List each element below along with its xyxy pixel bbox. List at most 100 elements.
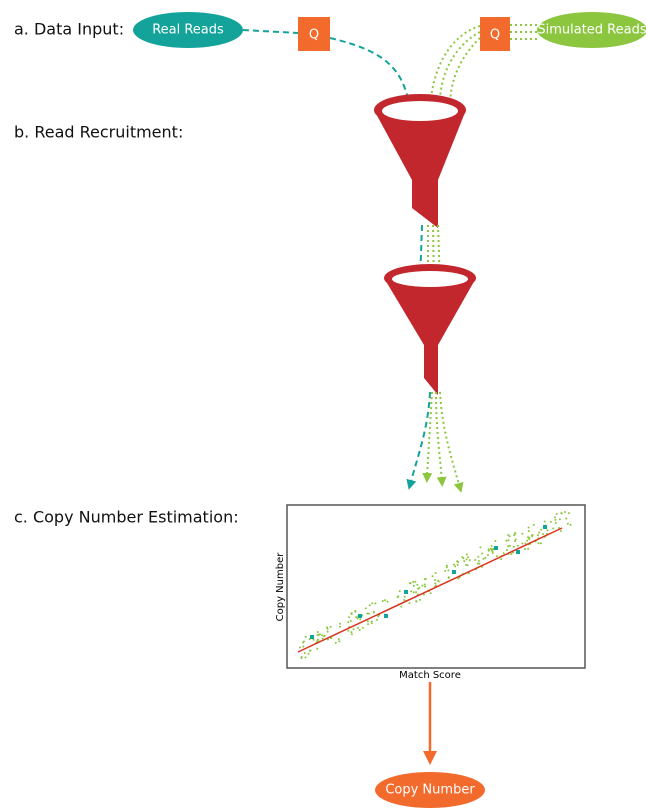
real-reads-label: Real Reads bbox=[152, 23, 224, 38]
dot bbox=[507, 545, 510, 548]
dot bbox=[481, 552, 484, 555]
dot bbox=[549, 520, 552, 523]
dot bbox=[467, 572, 470, 575]
dot bbox=[554, 518, 557, 521]
flow-line bbox=[242, 29, 299, 34]
dot bbox=[437, 579, 440, 582]
dot bbox=[339, 622, 342, 625]
dot bbox=[531, 535, 534, 538]
dot bbox=[364, 607, 367, 610]
dot bbox=[491, 550, 494, 553]
dot bbox=[433, 579, 436, 582]
dot bbox=[348, 616, 351, 619]
dot bbox=[329, 625, 332, 628]
dot bbox=[316, 631, 319, 634]
dot bbox=[347, 621, 350, 624]
dot bbox=[417, 587, 420, 590]
real-dot bbox=[404, 590, 408, 594]
dot bbox=[414, 580, 417, 583]
dot bbox=[410, 590, 413, 593]
dot bbox=[507, 533, 510, 536]
dot bbox=[370, 622, 373, 625]
dot bbox=[558, 518, 561, 521]
dot bbox=[408, 601, 411, 604]
section-label: c. Copy Number Estimation: bbox=[14, 508, 239, 527]
dot bbox=[350, 613, 353, 616]
dot bbox=[487, 548, 490, 551]
dot bbox=[474, 559, 477, 562]
output-node bbox=[375, 772, 485, 808]
quality-box bbox=[298, 17, 330, 51]
dot bbox=[350, 631, 353, 634]
dot bbox=[516, 544, 519, 547]
dot bbox=[374, 602, 377, 605]
dot bbox=[456, 560, 459, 563]
dot bbox=[325, 626, 328, 629]
dot bbox=[308, 649, 311, 652]
dot bbox=[431, 575, 434, 578]
dot bbox=[367, 623, 370, 626]
dot bbox=[372, 611, 375, 614]
funnel bbox=[374, 94, 466, 228]
dot bbox=[356, 617, 359, 620]
dot bbox=[424, 585, 427, 588]
dot bbox=[386, 600, 389, 603]
flow-line bbox=[510, 24, 537, 40]
dot bbox=[357, 626, 360, 629]
simulated-reads-node bbox=[537, 12, 646, 48]
dot bbox=[337, 638, 340, 641]
dot bbox=[524, 542, 527, 545]
dot bbox=[316, 647, 319, 650]
dot bbox=[326, 630, 329, 633]
dot bbox=[312, 638, 315, 641]
dot bbox=[565, 517, 568, 520]
dot bbox=[569, 523, 572, 526]
y-axis-label: Copy Number bbox=[275, 552, 286, 622]
dot bbox=[368, 612, 371, 615]
dot bbox=[412, 580, 415, 583]
dot bbox=[444, 570, 447, 573]
dot bbox=[447, 569, 450, 572]
real-dot bbox=[516, 550, 520, 554]
dot bbox=[307, 652, 310, 655]
dot bbox=[465, 553, 468, 556]
dot bbox=[456, 563, 459, 566]
dot bbox=[434, 572, 437, 575]
dot bbox=[490, 544, 493, 547]
dot bbox=[415, 591, 418, 594]
flow-arrow bbox=[406, 391, 431, 490]
dot bbox=[559, 530, 562, 533]
dot bbox=[304, 656, 307, 659]
dot bbox=[421, 584, 424, 587]
dot bbox=[447, 576, 450, 579]
real-dot bbox=[310, 635, 314, 639]
real-dot bbox=[543, 525, 547, 529]
dot bbox=[491, 548, 494, 551]
dot bbox=[495, 555, 498, 558]
section-label: a. Data Input: bbox=[14, 20, 124, 39]
dot bbox=[524, 547, 527, 550]
dot bbox=[540, 528, 543, 531]
dot bbox=[514, 538, 517, 541]
dot bbox=[566, 522, 569, 525]
real-dot bbox=[452, 570, 456, 574]
dot bbox=[542, 533, 545, 536]
dot bbox=[463, 560, 466, 563]
dot bbox=[527, 529, 530, 532]
dot bbox=[412, 584, 415, 587]
dot bbox=[403, 599, 406, 602]
dot bbox=[400, 605, 403, 608]
quality-label: Q bbox=[490, 28, 500, 43]
dot bbox=[303, 652, 306, 655]
dot bbox=[521, 532, 524, 535]
dot bbox=[396, 596, 399, 599]
dot bbox=[321, 637, 324, 640]
dot bbox=[349, 619, 352, 622]
dot bbox=[334, 641, 337, 644]
dot bbox=[299, 646, 302, 649]
dot bbox=[418, 598, 421, 601]
dot bbox=[371, 602, 374, 605]
dot bbox=[502, 552, 505, 555]
dot bbox=[355, 616, 358, 619]
dot bbox=[555, 512, 558, 515]
